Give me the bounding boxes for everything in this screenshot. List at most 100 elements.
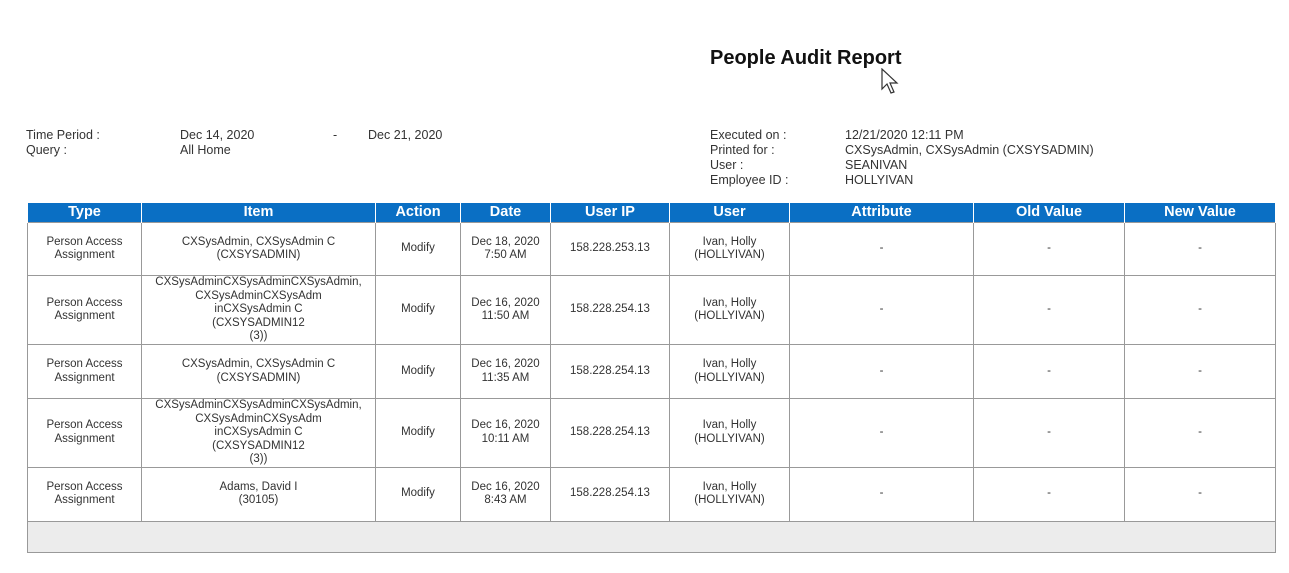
executed-on-label: Executed on : <box>710 128 787 142</box>
cell-line: Person Access <box>46 419 123 432</box>
execution-labels: Executed on : Printed for : User : Emplo… <box>710 128 789 188</box>
cell-new-value: - <box>1124 466 1276 522</box>
cell-line: Dec 18, 2020 <box>471 235 540 248</box>
cell-line: (3)) <box>249 330 268 343</box>
cell-user: Ivan, Holly (HOLLYIVAN) <box>669 466 790 522</box>
cell-line: inCXSysAdmin C <box>214 426 303 438</box>
cell-new-value: - <box>1124 344 1276 399</box>
cell-action: Modify <box>375 275 461 345</box>
cell-old-value: - <box>973 344 1125 399</box>
cell-item: CXSysAdminCXSysAdminCXSysAdmin, CXSysAdmi… <box>141 398 376 468</box>
cell-attribute: - <box>789 222 974 276</box>
table-row: Person Access Assignment CXSysAdmin, CXSys… <box>27 222 1276 276</box>
cell-item: CXSysAdmin, CXSysAdmin C (CXSYSADMIN) <box>141 222 376 276</box>
cell-type: Person Access Assignment <box>27 275 142 345</box>
cell-user: Ivan, Holly (HOLLYIVAN) <box>669 222 790 276</box>
cell-line: CXSysAdminCXSysAdm <box>195 412 322 425</box>
table-header-row: Type Item Action Date User IP User Attribute Ol… <box>27 203 1276 223</box>
cell-line: inCXSysAdmin C <box>214 303 303 316</box>
cell-line: 7:50 AM <box>484 249 527 261</box>
cell-user-ip: 158.228.254.13 <box>550 275 670 345</box>
printed-for-label: Printed for : <box>710 143 775 157</box>
cell-old-value: - <box>973 466 1125 522</box>
query-label: Query : <box>26 143 67 157</box>
cell-item: CXSysAdmin, CXSysAdmin C (CXSYSADMIN) <box>141 344 376 399</box>
column-header-old-value: Old Value <box>973 203 1125 223</box>
cell-line: (CXSYSADMIN) <box>216 249 301 261</box>
column-header-item: Item <box>141 203 376 223</box>
cell-attribute: - <box>789 275 974 345</box>
cell-line: (HOLLYIVAN) <box>694 432 765 445</box>
cell-action: Modify <box>375 466 461 522</box>
time-to: Dec 21, 2020 <box>368 128 443 142</box>
cell-type: Person Access Assignment <box>27 344 142 399</box>
cell-new-value: - <box>1124 398 1276 468</box>
cell-line: Ivan, Holly <box>702 235 757 248</box>
report-title: People Audit Report <box>710 47 902 69</box>
time-period-label: Time Period : <box>26 128 100 142</box>
cell-line: Ivan, Holly <box>702 419 757 432</box>
table-row: Person Access Assignment CXSysAdminCXSysAd… <box>27 275 1276 345</box>
cell-line: (CXSYSADMIN) <box>216 371 301 384</box>
cell-new-value: - <box>1124 222 1276 276</box>
cell-old-value: - <box>973 398 1125 468</box>
cell-user-ip: 158.228.254.13 <box>550 398 670 468</box>
cell-action: Modify <box>375 344 461 399</box>
cell-old-value: - <box>973 222 1125 276</box>
cell-line: Ivan, Holly <box>702 296 757 309</box>
column-header-attribute: Attribute <box>789 203 974 223</box>
time-from: Dec 14, 2020 <box>180 128 255 142</box>
cell-line: Dec 16, 2020 <box>471 419 540 432</box>
cell-user-ip: 158.228.254.13 <box>550 466 670 522</box>
cell-line: Person Access <box>46 235 123 248</box>
employee-id-label: Employee ID : <box>710 173 789 187</box>
cell-line: Assignment <box>54 432 115 445</box>
cell-user-ip: 158.228.253.13 <box>550 222 670 276</box>
column-header-type: Type <box>27 203 142 223</box>
cell-line: (HOLLYIVAN) <box>694 310 765 322</box>
cell-date: Dec 16, 2020 11:50 AM <box>460 275 551 345</box>
cell-item: CXSysAdminCXSysAdminCXSysAdmin, CXSysAdmi… <box>141 275 376 345</box>
cell-line: Dec 16, 2020 <box>471 296 540 309</box>
cell-line: CXSysAdminCXSysAdminCXSysAdmin, <box>155 276 362 289</box>
cell-line: Ivan, Holly <box>702 358 757 370</box>
cell-line: (CXSYSADMIN12 <box>212 316 305 329</box>
cell-date: Dec 16, 2020 10:11 AM <box>460 398 551 468</box>
mouse-pointer-icon <box>881 68 899 94</box>
query-value: All Home <box>180 143 231 157</box>
column-header-action: Action <box>375 203 461 223</box>
cell-line: CXSysAdmin, CXSysAdmin C <box>181 235 336 248</box>
executed-on: 12/21/2020 12:11 PM <box>845 128 964 142</box>
cell-date: Dec 18, 2020 7:50 AM <box>460 222 551 276</box>
cell-line: Dec 16, 2020 <box>471 480 540 493</box>
cell-old-value: - <box>973 275 1125 345</box>
cell-line: (CXSYSADMIN12 <box>212 439 305 452</box>
cell-line: Assignment <box>54 249 115 261</box>
cell-line: (HOLLYIVAN) <box>694 494 765 506</box>
cell-line: Adams, David I <box>219 480 298 493</box>
cell-line: Ivan, Holly <box>702 480 757 493</box>
filter-labels: Time Period : Query : <box>26 128 100 158</box>
cell-user: Ivan, Holly (HOLLYIVAN) <box>669 344 790 399</box>
time-separator: - <box>333 128 338 142</box>
printed-for: CXSysAdmin, CXSysAdmin (CXSYSADMIN) <box>845 143 1094 157</box>
cell-line: Person Access <box>46 296 123 309</box>
table-footer-row <box>27 520 1276 553</box>
cell-line: CXSysAdmin, CXSysAdmin C <box>181 358 336 370</box>
cell-line: Assignment <box>54 494 115 506</box>
cell-line: Person Access <box>46 480 123 493</box>
cell-attribute: - <box>789 398 974 468</box>
cell-line: 10:11 AM <box>481 432 530 445</box>
cell-line: 8:43 AM <box>484 494 527 506</box>
table-row: Person Access Assignment CXSysAdminCXSysAd… <box>27 398 1276 468</box>
cell-attribute: - <box>789 344 974 399</box>
cell-action: Modify <box>375 222 461 276</box>
cell-line: (30105) <box>238 494 279 506</box>
cell-line: (HOLLYIVAN) <box>694 249 765 261</box>
cell-line: Dec 16, 2020 <box>471 358 540 370</box>
cell-line: CXSysAdminCXSysAdm <box>195 289 322 302</box>
table-footer <box>27 520 1276 553</box>
cell-type: Person Access Assignment <box>27 222 142 276</box>
filter-values: Dec 14, 2020 All Home <box>180 128 254 158</box>
cell-line: Person Access <box>46 358 123 370</box>
